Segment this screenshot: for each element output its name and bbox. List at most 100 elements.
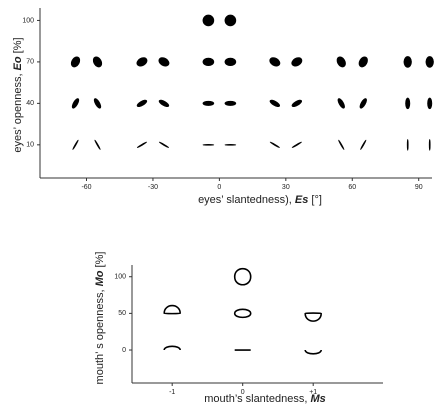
eyes-glyph: [336, 56, 368, 68]
y-tick-label: 100: [22, 17, 34, 24]
eye: [427, 97, 433, 110]
mouth-shape: [304, 312, 322, 322]
label-text: mouth’s slantedness,: [204, 393, 307, 405]
eye: [158, 141, 170, 148]
y-tick-label: 40: [26, 100, 34, 107]
eye: [93, 98, 102, 109]
eye: [224, 57, 237, 67]
eyes-glyph: [72, 139, 101, 150]
eye: [136, 57, 148, 67]
eye: [224, 14, 237, 27]
eye: [72, 139, 79, 150]
label-text: mouth’ s openness,: [94, 289, 106, 384]
eyes-glyph: [338, 139, 367, 150]
eye: [428, 139, 431, 151]
eye: [406, 139, 409, 151]
x-tick-label: 30: [282, 184, 290, 191]
mouth-glyph: [304, 349, 322, 355]
eye: [202, 100, 215, 106]
eye: [403, 56, 412, 68]
x-tick-label: 60: [348, 184, 356, 191]
eye: [358, 56, 368, 68]
eye: [92, 56, 103, 68]
eyes-glyph: [71, 98, 102, 109]
y-tick-label: 70: [26, 59, 34, 66]
mouth-glyph: [163, 345, 181, 351]
eye: [224, 100, 237, 106]
eyes-glyph: [337, 98, 367, 109]
eye: [269, 57, 281, 67]
eye: [158, 57, 170, 67]
eyes-glyph: [70, 56, 103, 68]
eyes-glyph: [269, 57, 303, 67]
label-symbol: Ms: [310, 393, 325, 405]
label-symbol: Es: [295, 194, 308, 206]
eye: [202, 14, 215, 27]
y-label: eyes’ openness, Eo [%]: [12, 37, 24, 152]
label-symbol: Eo: [12, 56, 24, 70]
mouth-glyph: [304, 312, 322, 322]
x-tick-label: +1: [309, 389, 317, 396]
eye: [291, 57, 303, 67]
eye: [202, 57, 215, 67]
eye: [291, 141, 302, 148]
eye: [136, 99, 148, 108]
eye: [405, 97, 411, 110]
x-tick-label: -30: [148, 184, 158, 191]
label-unit: [%]: [12, 37, 24, 53]
label-text: eyes’ slantedness),: [198, 194, 292, 206]
eye: [202, 143, 215, 146]
y-tick-label: 0: [122, 347, 126, 354]
eyes-glyph: [202, 143, 237, 146]
eye: [359, 98, 367, 109]
mouth-shape: [163, 345, 181, 351]
eyes-glyph: [202, 57, 237, 67]
eye: [425, 56, 434, 68]
eyes-glyph: [136, 57, 170, 67]
label-text: eyes’ openness,: [12, 74, 24, 153]
eyes-glyph: [136, 141, 170, 148]
eyes-glyph: [202, 100, 237, 106]
mouth-shape: [304, 349, 322, 355]
eyes-glyph: [202, 14, 237, 27]
x-tick-label: -1: [169, 389, 175, 396]
label-unit: [%]: [94, 252, 106, 268]
eyes-glyph: [269, 99, 303, 108]
y-tick-label: 100: [114, 274, 126, 281]
x-tick-label: 90: [415, 184, 423, 191]
x-tick-label: 0: [241, 389, 245, 396]
eye: [269, 141, 280, 148]
eye: [70, 56, 81, 68]
y-label: mouth’ s openness, Mo [%]: [94, 252, 106, 385]
eyes-glyph: [269, 141, 302, 148]
x-tick-label: -60: [81, 184, 91, 191]
mouth-glyph: [233, 267, 252, 286]
eye: [360, 139, 367, 150]
eyes-glyph: [405, 97, 433, 110]
mouth-glyph: [233, 308, 252, 319]
x-label: mouth’s slantedness, Ms: [204, 393, 325, 405]
label-symbol: Mo: [94, 270, 106, 286]
eye: [291, 99, 303, 108]
label-unit: [°]: [311, 194, 322, 206]
eye: [158, 99, 170, 108]
eyes-glyph: [136, 99, 170, 108]
eyes-glyph: [403, 56, 434, 68]
eye: [94, 139, 101, 150]
mouth-glyph: [163, 304, 181, 315]
y-tick-label: 50: [118, 310, 126, 317]
eye: [136, 141, 148, 148]
eye: [71, 98, 80, 109]
eye: [336, 56, 346, 68]
x-label: eyes’ slantedness), Es [°]: [198, 194, 322, 206]
y-tick-label: 10: [26, 142, 34, 149]
eye: [269, 99, 281, 108]
eyes-glyph: [406, 139, 431, 151]
mouth-shape: [233, 308, 252, 319]
eye: [338, 139, 345, 150]
mouth-shape: [233, 267, 252, 286]
eye: [337, 98, 345, 109]
x-tick-label: 0: [217, 184, 221, 191]
mouth-shape: [163, 304, 181, 315]
